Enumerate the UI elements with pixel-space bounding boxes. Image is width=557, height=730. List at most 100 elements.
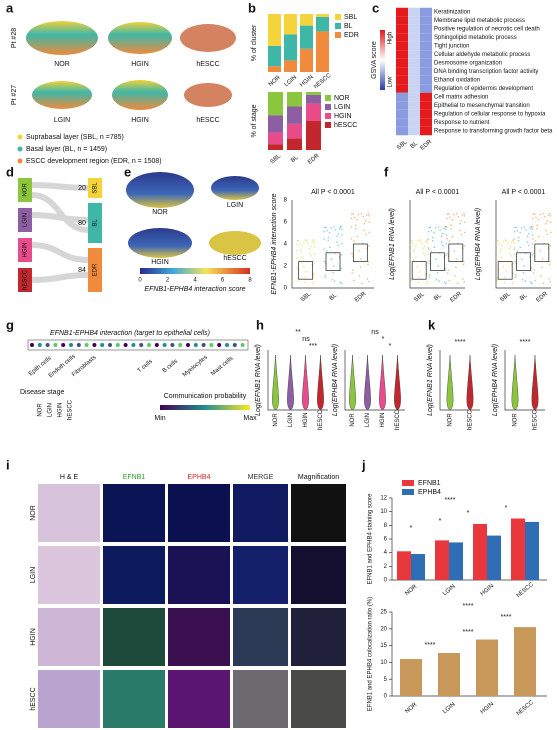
label: Basal layer (BL, n = 1459) [26, 146, 107, 153]
jitter-dot [323, 230, 325, 233]
label: Max [243, 415, 257, 422]
jitter-dot [432, 236, 434, 239]
jitter-dot [305, 270, 308, 273]
jitter-dot [352, 213, 355, 215]
jitter-dot [415, 244, 417, 247]
score-maps [126, 172, 261, 274]
label: LGIN [442, 584, 457, 598]
jitter-dot [523, 265, 526, 267]
label: NOR [23, 183, 29, 197]
heat-cell [420, 109, 432, 119]
label: 8 [248, 278, 252, 284]
label: Sphingolipid metabolic process [434, 35, 517, 41]
panel-label: h [256, 317, 264, 332]
jitter-dot [336, 235, 338, 238]
jitter-dot [363, 222, 366, 225]
heat-cell [420, 126, 432, 136]
comm-dot [61, 343, 66, 347]
heat-cell [396, 16, 408, 25]
jitter-dot [308, 247, 311, 250]
heat-cell [408, 109, 420, 119]
jitter-dot [301, 244, 304, 247]
jitter-dot [440, 241, 443, 243]
label: 2 [284, 264, 288, 270]
label: 8 [284, 198, 288, 204]
jitter-dot [457, 215, 460, 218]
jitter-dot [340, 282, 343, 285]
comm-dot [201, 343, 206, 347]
label: Response to nutrient [434, 120, 490, 126]
label: NOR [404, 701, 419, 715]
jitter-dot [419, 270, 421, 273]
jitter-dot [549, 260, 551, 263]
heat-cell [420, 41, 432, 51]
micrograph [168, 546, 230, 604]
tissue-maps [17, 21, 236, 164]
jitter-dot [422, 252, 425, 254]
label: **** [520, 339, 531, 346]
label: EDR [420, 139, 434, 152]
heat-cell [408, 7, 420, 17]
jitter-dot [354, 227, 357, 230]
micrograph [103, 546, 165, 604]
jitter-dot [539, 213, 541, 216]
comm-dot [139, 343, 144, 347]
jitter-dot [409, 257, 412, 260]
heat-cell [420, 16, 432, 25]
comm-dot [115, 343, 120, 347]
jitter-dot [295, 249, 298, 252]
jitter-dot [352, 279, 355, 282]
label: ESCC development region (EDR, n = 1508) [26, 158, 162, 165]
jitter-dot [429, 226, 432, 229]
label: EDR [93, 263, 99, 276]
label: HGIN [480, 583, 495, 597]
jitter-dot [546, 233, 549, 236]
jitter-dot [308, 252, 311, 254]
bar [397, 551, 411, 580]
jitter-dot [531, 282, 533, 285]
box [430, 252, 445, 271]
label: * [467, 510, 470, 517]
heat-cell [408, 58, 420, 68]
jitter-dot [533, 269, 536, 271]
jitter-dot [513, 246, 515, 249]
label: HGIN [131, 61, 149, 68]
jitter-dot [509, 245, 512, 248]
jitter-dot [450, 224, 453, 227]
jitter-dot [351, 269, 354, 271]
heat-cell [408, 126, 420, 136]
legend-label: hESCC [334, 122, 357, 129]
axis [344, 350, 405, 411]
jitter-dot [529, 227, 531, 230]
bar-segment [316, 14, 329, 17]
box [534, 243, 550, 262]
jitter-dot [454, 275, 456, 277]
jitter-dot [443, 281, 446, 283]
legend-swatch [325, 122, 331, 128]
jitter-dot [439, 229, 441, 231]
jitter-dot [495, 249, 497, 252]
jitter-dot [367, 263, 369, 266]
jitter-dot [520, 227, 523, 229]
legend-swatch [325, 104, 331, 110]
heat-cell [420, 92, 432, 102]
label: HGIN [151, 259, 169, 266]
jitter-dot [526, 241, 529, 243]
panel-label: f [384, 164, 389, 179]
jitter-dot [548, 263, 551, 266]
bar-segment [306, 121, 321, 150]
heat-cell [396, 84, 408, 93]
jitter-dot [447, 269, 450, 271]
jitter-dot [519, 231, 521, 234]
jitter-dot [464, 221, 466, 223]
jitter-dot [437, 226, 440, 228]
jitter-dot [328, 231, 331, 234]
jitter-dot [327, 239, 329, 242]
jitter-dot [534, 213, 536, 215]
box [325, 252, 341, 271]
comm-dot [147, 343, 151, 347]
label: EFNB1-EPHB4 interaction (target to epith… [50, 330, 210, 337]
label: 4 [193, 278, 197, 284]
jitter-dot [537, 235, 540, 238]
jitter-dot [330, 258, 333, 261]
